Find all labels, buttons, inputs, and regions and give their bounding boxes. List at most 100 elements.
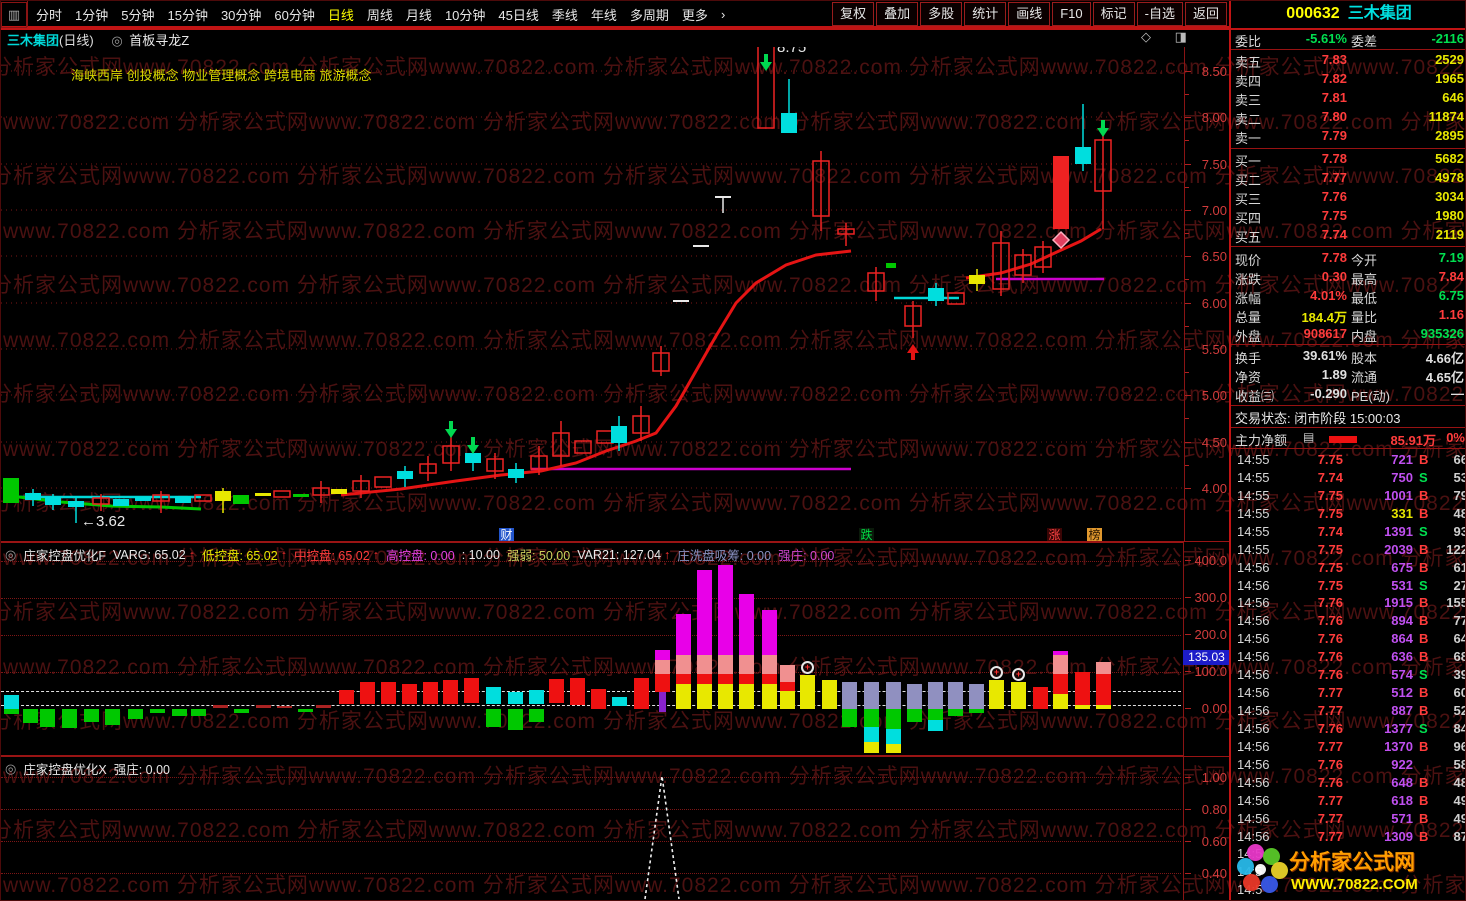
ask-level-label: 卖一 xyxy=(1235,131,1262,146)
stat-value: 935326 xyxy=(1420,326,1464,341)
period-tab-季线[interactable]: 季线 xyxy=(551,7,578,23)
period-tab-›[interactable]: › xyxy=(720,6,726,22)
period-tab-日线[interactable]: 日线 xyxy=(327,7,354,23)
tape-price: 7.77 xyxy=(1317,828,1343,844)
candlestick-chart[interactable]: 8.75 ←3.62 财 跌 涨 榜 xyxy=(1,47,1185,543)
period-tab-30分钟[interactable]: 30分钟 xyxy=(220,7,262,23)
watermark-text: 分析家公式网www.70822.com 分析家公式网www.70822.com … xyxy=(1,764,1466,788)
tape-side: B xyxy=(1419,649,1429,665)
period-tab-60分钟[interactable]: 60分钟 xyxy=(274,7,315,23)
axis-tick xyxy=(1185,442,1191,443)
tape-count: 79 xyxy=(1453,487,1465,503)
stat-label: 涨幅 xyxy=(1235,291,1262,306)
period-tab-1分钟[interactable]: 1分钟 xyxy=(75,7,109,23)
sell-signal-arrow-icon xyxy=(445,429,457,438)
indicator-bar-segment xyxy=(213,705,228,708)
indicator-badge-label[interactable]: 首板寻龙Z xyxy=(129,33,190,48)
tape-count: 49 xyxy=(1453,810,1465,826)
stat-label: PE(动) xyxy=(1351,389,1391,404)
price-annotation: 8.75 xyxy=(777,47,806,56)
period-tab-多周期[interactable]: 多周期 xyxy=(629,7,669,23)
sell-signal-arrow-icon xyxy=(1097,128,1109,137)
tape-volume: 922 xyxy=(1391,756,1413,772)
tape-side: S xyxy=(1419,469,1428,485)
event-marker-涨[interactable]: 涨 xyxy=(1047,528,1062,543)
indicator-panel-x[interactable]: ◎ 庄家控盘优化X 强庄: 0.00 xyxy=(1,757,1184,900)
tape-price: 7.77 xyxy=(1317,703,1343,719)
period-tab-15分钟[interactable]: 15分钟 xyxy=(167,7,208,23)
indicator-bar-segment xyxy=(842,709,857,727)
indicator-bar-segment xyxy=(381,682,396,704)
chart-corner-icons[interactable]: ◇ ◨ xyxy=(1141,29,1197,44)
flower-petal xyxy=(1247,844,1264,861)
candle xyxy=(757,47,775,129)
tape-volume: 636 xyxy=(1391,649,1413,665)
strong-banker-value: 0.00 xyxy=(145,763,170,777)
event-marker-榜[interactable]: 榜 xyxy=(1087,528,1102,543)
indicator-bar-segment xyxy=(655,674,670,692)
tape-side: B xyxy=(1419,505,1429,521)
price-axis-label: 5.50 xyxy=(1201,342,1227,357)
period-tab-5分钟[interactable]: 5分钟 xyxy=(121,7,155,23)
toolbar-button-叠加[interactable]: 叠加 xyxy=(876,2,919,26)
tape-side: B xyxy=(1419,595,1429,611)
ask-level-label: 卖三 xyxy=(1235,93,1262,108)
stat-value: 0.30 xyxy=(1321,269,1347,284)
indicator-bar-segment xyxy=(655,650,670,660)
collapse-icon[interactable]: ◎ xyxy=(5,546,17,562)
indicator-bar-segment xyxy=(676,684,691,709)
indicator-badge-icon[interactable]: ◎ xyxy=(111,33,123,48)
tape-time: 14:55 xyxy=(1237,469,1270,485)
tape-volume: 2039 xyxy=(1384,541,1413,557)
toolbar-button--自选[interactable]: -自选 xyxy=(1136,2,1183,26)
axis-tick xyxy=(1185,418,1189,419)
period-tab-月线[interactable]: 月线 xyxy=(405,7,432,23)
axis-tick xyxy=(1185,349,1191,350)
period-tab-分时[interactable]: 分时 xyxy=(36,7,63,23)
toolbar-button-F10[interactable]: F10 xyxy=(1052,2,1091,26)
indicator-bar-segment xyxy=(1053,674,1068,694)
period-tab-更多[interactable]: 更多 xyxy=(681,7,708,23)
gridline xyxy=(1,809,1181,810)
toolbar-button-统计[interactable]: 统计 xyxy=(964,2,1007,26)
tape-count: 58 xyxy=(1453,756,1465,772)
logo-site-url[interactable]: WWW.70822.COM xyxy=(1291,876,1418,893)
event-marker-跌[interactable]: 跌 xyxy=(859,528,874,543)
collapse-icon[interactable]: ◎ xyxy=(5,760,17,776)
indicator-bar-segment xyxy=(612,697,627,706)
tape-volume: 618 xyxy=(1391,792,1413,808)
tape-side: B xyxy=(1419,792,1429,808)
tape-side: B xyxy=(1419,613,1429,629)
tape-volume: 1915 xyxy=(1384,595,1413,611)
toolbar-button-复权[interactable]: 复权 xyxy=(832,2,875,26)
toolbar-button-标记[interactable]: 标记 xyxy=(1092,2,1135,26)
period-tab-周线[interactable]: 周线 xyxy=(366,7,393,23)
stat-value: 1.16 xyxy=(1438,307,1464,322)
period-tab-年线[interactable]: 年线 xyxy=(590,7,617,23)
toolbar-button-返回[interactable]: 返回 xyxy=(1184,2,1227,26)
toolbar-button-多股[interactable]: 多股 xyxy=(920,2,963,26)
indicator-bar-segment xyxy=(1096,662,1111,674)
axis-tick xyxy=(1185,94,1189,95)
tape-side: B xyxy=(1419,738,1429,754)
candle xyxy=(45,497,61,505)
bid-level-label: 买三 xyxy=(1235,192,1262,207)
period-tab-45日线[interactable]: 45日线 xyxy=(498,7,539,23)
axis-tick xyxy=(1185,708,1191,709)
indicator-bar-segment xyxy=(842,682,857,709)
indicator-panel-f[interactable]: ◎ 庄家控盘优化F VARG: 65.02 ↑ 低控盘: 65.02 ↑ 中控盘: 65… xyxy=(1,542,1184,756)
tape-volume: 1370 xyxy=(1384,738,1413,754)
period-tab-10分钟[interactable]: 10分钟 xyxy=(444,7,486,23)
event-marker-财[interactable]: 财 xyxy=(499,528,514,543)
tape-time: 14:56 xyxy=(1237,756,1270,772)
panel-divider[interactable] xyxy=(1229,1,1231,900)
toolbar-button-画线[interactable]: 画线 xyxy=(1008,2,1051,26)
indicator-value: VAR21: 127.04 xyxy=(577,547,662,562)
tape-count: 53 xyxy=(1453,469,1465,485)
stat-label: 股本 xyxy=(1351,351,1378,366)
indicator-bar-segment xyxy=(634,678,649,709)
window-menu-icon[interactable]: ▥ xyxy=(1,2,27,28)
stock-header: 000632 三木集团 xyxy=(1232,1,1465,28)
tape-count: 77 xyxy=(1453,613,1465,629)
